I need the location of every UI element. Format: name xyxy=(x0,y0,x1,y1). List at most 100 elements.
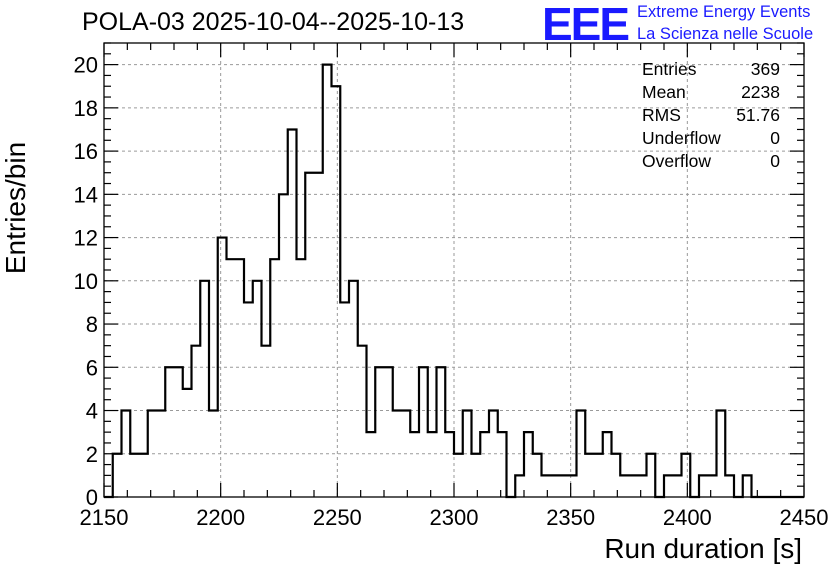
histogram-bin xyxy=(445,432,454,497)
y-tick-label: 10 xyxy=(74,269,98,294)
histogram-bin xyxy=(340,302,349,497)
histogram-bin xyxy=(594,454,603,497)
x-tick-label: 2400 xyxy=(663,505,712,530)
y-axis-label: Entries/bin xyxy=(0,141,32,275)
stats-value: 51.76 xyxy=(736,105,780,125)
stats-label: Underflow xyxy=(642,128,721,148)
stats-box: Entries 369 Mean 2238 RMS 51.76 Underflo… xyxy=(642,58,780,173)
histogram-bin xyxy=(629,475,638,497)
stats-label: RMS xyxy=(642,105,681,125)
histogram-bin xyxy=(227,259,236,497)
histogram-bin xyxy=(472,454,481,497)
y-tick-label: 0 xyxy=(86,485,98,510)
eee-logo: EEE xyxy=(542,0,630,50)
histogram-bin xyxy=(288,129,297,497)
histogram-bin xyxy=(165,367,174,497)
histogram-bin xyxy=(410,432,419,497)
eee-logo-line1: Extreme Energy Events xyxy=(637,3,811,21)
stats-value: 0 xyxy=(770,151,780,171)
histogram-bin xyxy=(725,475,734,497)
histogram-bin xyxy=(542,475,551,497)
histogram-bin xyxy=(305,173,314,497)
histogram-bin xyxy=(375,367,384,497)
histogram-bin xyxy=(568,475,577,497)
histogram-bin xyxy=(559,475,568,497)
histogram-bin xyxy=(638,475,647,497)
histogram-bin xyxy=(297,259,306,497)
eee-logo-line2: La Scienza nelle Scuole xyxy=(637,25,814,43)
histogram-bin xyxy=(349,281,358,497)
grid xyxy=(104,43,804,497)
x-tick-label: 2250 xyxy=(313,505,362,530)
histogram-bin xyxy=(620,475,629,497)
histogram-bin xyxy=(367,432,376,497)
y-tick-label: 6 xyxy=(86,355,98,380)
histogram-bin xyxy=(174,367,183,497)
histogram-bin xyxy=(647,454,656,497)
histogram-bin xyxy=(428,432,437,497)
y-axis-label-wrap: Entries/bin xyxy=(0,42,44,342)
stats-label: Overflow xyxy=(642,151,712,171)
x-tick-label: 2450 xyxy=(780,505,829,530)
stats-label: Entries xyxy=(642,59,697,79)
histogram-bin xyxy=(358,346,367,497)
histogram-bars xyxy=(104,63,804,499)
histogram-bin xyxy=(673,475,682,497)
chart-title: POLA-03 2025-10-04--2025-10-13 xyxy=(82,8,465,36)
histogram-bin xyxy=(533,454,542,497)
tick-labels: 2150 2200 2250 2300 2350 2400 2450 0 2 4 6 8 10 12 14 1… xyxy=(74,53,829,530)
axes xyxy=(103,42,805,498)
histogram-bin xyxy=(244,302,253,497)
histogram-bin xyxy=(550,475,559,497)
stats-value: 2238 xyxy=(741,82,780,102)
histogram-bin xyxy=(699,475,708,497)
stats-row-entries: Entries 369 xyxy=(642,58,780,81)
histogram-bin xyxy=(603,432,612,497)
histogram-bin xyxy=(419,367,428,497)
histogram-bin xyxy=(253,281,262,497)
histogram-bin xyxy=(192,346,201,497)
histogram-bin xyxy=(480,432,489,497)
stats-row-mean: Mean 2238 xyxy=(642,81,780,104)
stats-row-rms: RMS 51.76 xyxy=(642,104,780,127)
histogram-bin xyxy=(130,454,139,497)
histogram-bin xyxy=(585,454,594,497)
histogram-bin xyxy=(708,475,717,497)
histogram-bin xyxy=(262,346,271,497)
histogram-bin xyxy=(454,454,463,497)
histogram-bin xyxy=(743,475,752,497)
histogram-outline xyxy=(104,63,804,499)
y-tick-label: 12 xyxy=(74,226,98,251)
x-tick-label: 2300 xyxy=(430,505,479,530)
y-tick-label: 14 xyxy=(74,182,98,207)
x-tick-label: 2350 xyxy=(546,505,595,530)
histogram-bin xyxy=(270,259,279,497)
stats-value: 369 xyxy=(750,59,780,79)
y-tick-label: 20 xyxy=(74,53,98,78)
x-axis-label: Run duration [s] xyxy=(604,533,802,564)
histogram-bin xyxy=(612,454,621,497)
histogram-bin xyxy=(437,367,446,497)
histogram-bin xyxy=(664,475,673,497)
y-tick-label: 4 xyxy=(86,399,98,424)
stats-row-overflow: Overflow 0 xyxy=(642,150,780,173)
histogram-bin xyxy=(682,454,691,497)
histogram-bin xyxy=(524,432,533,497)
histogram-bin xyxy=(279,194,288,497)
y-tick-label: 8 xyxy=(86,312,98,337)
histogram-bin xyxy=(235,259,244,497)
histogram-bin xyxy=(183,389,192,497)
histogram-bin xyxy=(200,281,209,497)
y-tick-label: 18 xyxy=(74,96,98,121)
stats-label: Mean xyxy=(642,82,686,102)
x-tick-label: 2200 xyxy=(196,505,245,530)
histogram-bin xyxy=(384,367,393,497)
histogram-bin xyxy=(515,475,524,497)
histogram-bin xyxy=(314,173,323,497)
y-tick-label: 2 xyxy=(86,442,98,467)
histogram-bin xyxy=(139,454,148,497)
stats-value: 0 xyxy=(770,128,780,148)
stats-row-underflow: Underflow 0 xyxy=(642,127,780,150)
y-tick-label: 16 xyxy=(74,139,98,164)
